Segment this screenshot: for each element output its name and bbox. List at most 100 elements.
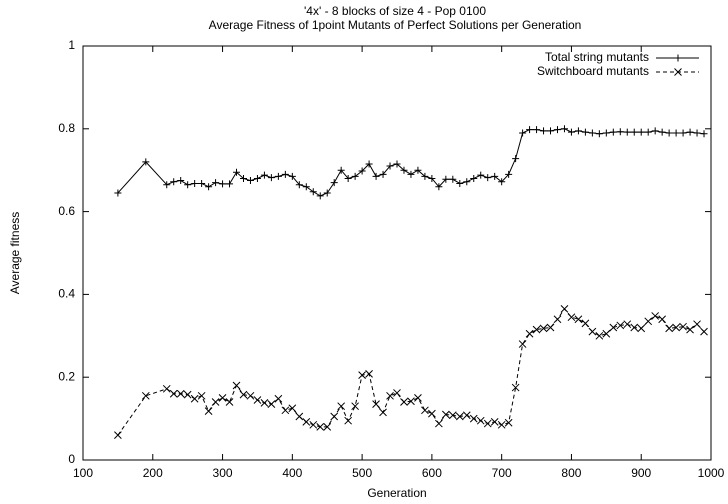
- data-point: [183, 390, 192, 399]
- y-tick-label: 0.8: [58, 121, 75, 135]
- x-tick-label: 1000: [698, 466, 725, 480]
- data-point: [260, 399, 269, 407]
- legend-marker: [674, 54, 682, 62]
- data-point: [672, 323, 680, 332]
- data-point: [616, 321, 625, 330]
- data-point: [162, 384, 171, 393]
- data-point: [281, 170, 289, 178]
- data-point: [295, 181, 303, 189]
- data-point: [553, 315, 562, 324]
- data-point: [602, 129, 610, 137]
- data-point: [372, 172, 380, 180]
- y-tick-label: 0.2: [58, 369, 75, 383]
- data-point: [519, 129, 527, 137]
- data-point: [330, 179, 338, 187]
- data-point: [665, 129, 673, 137]
- x-tick-label: 800: [561, 466, 581, 480]
- x-tick-label: 400: [282, 466, 302, 480]
- data-point: [421, 406, 429, 415]
- data-point: [665, 324, 673, 333]
- data-point: [274, 172, 282, 180]
- data-point: [526, 126, 534, 134]
- data-point: [421, 172, 429, 180]
- series-line: [117, 128, 705, 197]
- data-point: [644, 128, 652, 136]
- data-point: [511, 383, 520, 392]
- data-point: [330, 412, 339, 421]
- data-point: [323, 189, 331, 197]
- data-point: [491, 172, 499, 180]
- data-point: [414, 166, 422, 174]
- data-point: [470, 174, 478, 182]
- data-point: [358, 371, 366, 379]
- data-point: [532, 325, 541, 334]
- data-point: [191, 179, 199, 187]
- data-point: [588, 327, 597, 336]
- legend-marker: [674, 68, 682, 76]
- data-point: [504, 418, 513, 427]
- data-point: [302, 418, 311, 426]
- data-point: [484, 174, 492, 182]
- x-tick-label: 700: [492, 466, 512, 480]
- data-point: [386, 162, 394, 170]
- data-point: [142, 158, 150, 166]
- data-point: [267, 400, 276, 408]
- data-point: [505, 170, 513, 178]
- x-axis-label: Generation: [367, 486, 426, 500]
- data-point: [219, 180, 227, 188]
- data-point: [602, 329, 611, 338]
- data-point: [497, 420, 506, 429]
- data-point: [246, 177, 254, 185]
- data-point: [212, 179, 220, 187]
- data-point: [232, 381, 241, 390]
- y-tick-label: 0.4: [58, 287, 75, 301]
- data-point: [400, 398, 408, 406]
- data-point: [435, 183, 443, 191]
- chart-subtitle: Average Fitness of 1point Mutants of Per…: [209, 18, 582, 32]
- x-tick-label: 500: [352, 466, 372, 480]
- data-point: [428, 409, 436, 418]
- data-point: [547, 127, 555, 135]
- data-point: [476, 416, 485, 425]
- data-point: [267, 174, 275, 182]
- data-point: [456, 179, 464, 187]
- data-point: [226, 180, 234, 188]
- y-axis-label: Average fitness: [8, 212, 22, 295]
- data-point: [309, 188, 317, 196]
- data-point: [553, 126, 561, 134]
- data-point: [679, 322, 687, 331]
- data-point: [386, 391, 394, 400]
- data-point: [463, 178, 471, 186]
- data-point: [609, 128, 617, 136]
- x-tick-label: 300: [213, 466, 233, 480]
- data-point: [637, 324, 646, 333]
- data-point: [351, 402, 359, 411]
- data-point: [225, 398, 234, 406]
- legend-label: Total string mutants: [545, 50, 649, 64]
- data-point: [358, 167, 366, 175]
- x-tick-label: 100: [73, 466, 93, 480]
- data-point: [700, 327, 708, 336]
- data-point: [198, 179, 206, 187]
- data-point: [623, 320, 632, 329]
- data-point: [539, 324, 548, 333]
- data-point: [462, 411, 471, 420]
- data-point: [595, 130, 603, 138]
- data-point: [379, 170, 387, 178]
- data-point: [512, 155, 520, 163]
- data-point: [141, 391, 150, 400]
- x-tick-label: 600: [422, 466, 442, 480]
- data-point: [281, 406, 290, 415]
- data-point: [442, 175, 450, 183]
- data-point: [169, 389, 178, 398]
- data-point: [490, 418, 499, 426]
- data-point: [574, 127, 582, 135]
- data-point: [253, 396, 262, 404]
- data-point: [672, 129, 680, 137]
- data-point: [211, 398, 220, 406]
- data-point: [337, 166, 345, 174]
- y-tick-label: 0: [68, 452, 75, 466]
- data-point: [693, 320, 701, 329]
- data-point: [288, 172, 296, 180]
